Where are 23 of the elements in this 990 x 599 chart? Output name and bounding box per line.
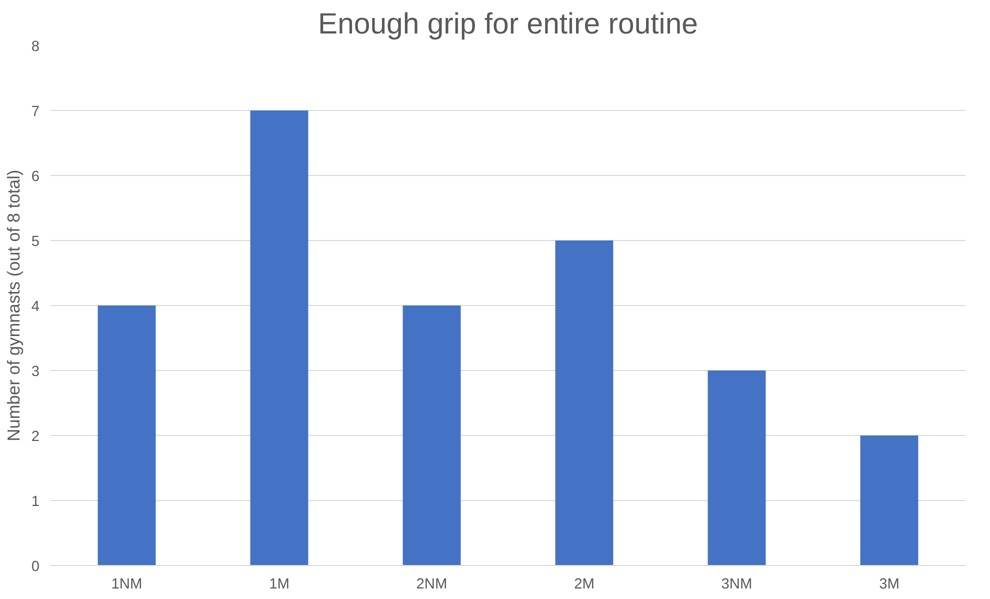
y-tick-label: 3	[31, 364, 40, 380]
bar	[250, 110, 308, 566]
y-axis-title: Number of gymnasts (out of 8 total)	[3, 170, 24, 442]
x-tick-label: 3NM	[721, 576, 752, 592]
y-tick-label: 1	[31, 494, 40, 510]
chart-title: Enough grip for entire routine	[318, 8, 698, 40]
x-tick-label: 1M	[269, 576, 290, 592]
bar	[402, 306, 461, 566]
bar	[708, 370, 766, 566]
y-tick-label: 0	[31, 559, 40, 575]
y-tick-label: 7	[31, 104, 40, 120]
x-tick-label: 3M	[879, 576, 900, 592]
y-tick-label: 8	[31, 39, 40, 55]
y-tick-label: 6	[31, 169, 40, 185]
x-tick-label: 2NM	[416, 576, 448, 592]
bar	[555, 240, 614, 566]
bar	[860, 436, 918, 566]
bar	[98, 306, 156, 566]
y-tick-label: 4	[31, 299, 40, 315]
y-tick-label: 2	[31, 429, 40, 445]
y-tick-label: 5	[31, 234, 40, 250]
x-tick-label: 1NM	[111, 576, 142, 592]
x-tick-label: 2M	[574, 576, 594, 592]
